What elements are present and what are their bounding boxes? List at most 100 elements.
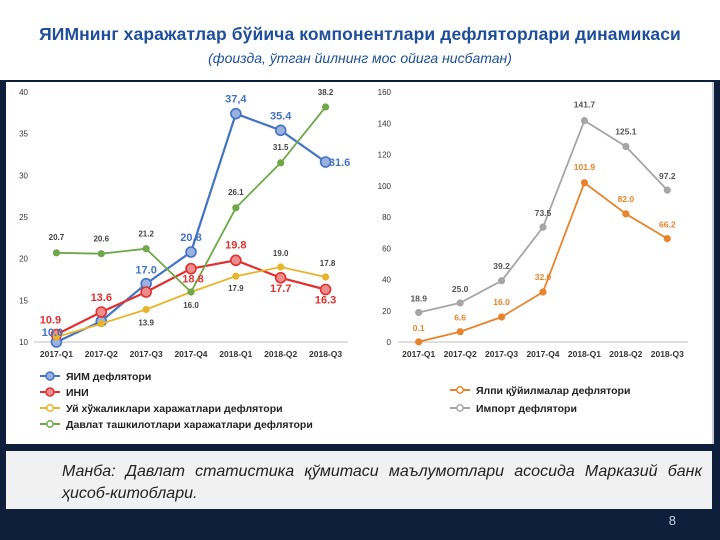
data-point: [52, 333, 61, 341]
data-label: 20.8: [180, 232, 201, 244]
data-label: 16.0: [183, 301, 199, 310]
legend-label: Ялпи қўйилмалар дефлятори: [476, 385, 630, 397]
y-tick-label: 30: [19, 171, 28, 180]
data-point: [97, 250, 105, 258]
data-point: [663, 186, 671, 194]
x-tick-label: 2017-Q4: [526, 349, 559, 359]
data-point: [95, 306, 108, 318]
data-label: 16.0: [493, 297, 510, 307]
y-tick-label: 80: [382, 213, 391, 222]
legend-swatch-marker: [45, 371, 55, 381]
legend-label: Импорт дефлятори: [476, 403, 577, 415]
data-label: 16.3: [315, 295, 336, 307]
data-point: [187, 288, 195, 296]
data-label: 21.2: [138, 230, 154, 239]
data-label: 18.9: [410, 293, 427, 303]
data-point: [52, 249, 61, 257]
x-tick-label: 2018-Q2: [264, 349, 297, 359]
legend-label: Давлат ташкилотлари харажатлари дефлятор…: [66, 419, 313, 431]
data-point: [319, 283, 332, 296]
y-tick-label: 40: [382, 276, 391, 285]
data-label: 38.2: [318, 88, 334, 97]
data-point: [580, 116, 589, 125]
data-point: [663, 234, 671, 243]
x-tick-label: 2018-Q1: [568, 349, 601, 359]
data-point: [140, 286, 152, 298]
legend-label: Уй хўжаликлари харажатлари дефлятори: [66, 403, 283, 415]
source-text: Манба: Давлат статистика қўмитаси маълум…: [62, 463, 702, 502]
source-box: Манба: Давлат статистика қўмитаси маълум…: [6, 451, 712, 509]
data-label: 10.9: [40, 315, 61, 327]
y-tick-label: 40: [19, 88, 28, 97]
data-point: [456, 328, 464, 336]
data-point: [277, 263, 285, 271]
y-tick-label: 20: [382, 307, 391, 316]
y-tick-label: 0: [387, 338, 392, 347]
y-tick-label: 25: [19, 213, 28, 222]
x-tick-label: 2017-Q2: [85, 349, 118, 359]
data-label: 25.0: [452, 284, 469, 294]
legend-swatch-marker: [46, 404, 54, 412]
data-label: 17.9: [228, 284, 244, 293]
data-label: 141.7: [574, 100, 596, 110]
data-point: [539, 223, 547, 231]
y-tick-label: 10: [19, 338, 28, 347]
data-label: 97.2: [659, 171, 676, 181]
data-point: [97, 320, 105, 328]
legend-swatch-marker: [46, 420, 54, 428]
data-point: [319, 156, 332, 168]
data-point: [539, 288, 547, 296]
data-label: 17.8: [320, 259, 336, 268]
data-label: 19.8: [225, 239, 246, 251]
data-point: [580, 179, 589, 187]
data-label: 26.1: [228, 188, 244, 197]
legend-swatch-marker: [456, 386, 464, 394]
data-point: [415, 308, 423, 317]
data-point: [185, 262, 197, 275]
x-tick-label: 2017-Q1: [40, 349, 73, 359]
legend-swatch-marker: [45, 387, 55, 397]
data-point: [415, 338, 423, 346]
y-tick-label: 20: [19, 255, 28, 264]
data-point: [321, 103, 330, 111]
data-point: [232, 204, 240, 212]
data-label: 18.8: [182, 274, 203, 286]
data-label: 37,4: [225, 94, 247, 106]
data-label: 13.9: [138, 319, 154, 328]
y-tick-label: 160: [378, 88, 392, 97]
x-tick-label: 2017-Q1: [402, 349, 435, 359]
data-label: 17.7: [270, 283, 291, 295]
data-point: [230, 254, 242, 267]
page-number: 8: [668, 513, 676, 528]
data-label: 82.0: [618, 194, 635, 204]
legend-swatch-marker: [456, 404, 464, 412]
y-tick-label: 35: [19, 130, 28, 139]
data-point: [274, 272, 287, 284]
data-label: 10.0: [42, 327, 63, 339]
data-label: 73.5: [535, 208, 552, 218]
data-label: 125.1: [615, 127, 637, 137]
y-tick-label: 100: [378, 182, 392, 191]
data-point: [497, 277, 506, 285]
data-point: [497, 313, 506, 321]
data-point: [277, 159, 285, 167]
data-point: [230, 107, 242, 120]
y-tick-label: 120: [378, 151, 392, 160]
data-point: [622, 142, 630, 151]
data-label: 35.4: [270, 110, 292, 122]
x-tick-label: 2018-Q3: [309, 349, 342, 359]
data-point: [185, 246, 197, 258]
y-tick-label: 140: [378, 119, 392, 128]
x-tick-label: 2017-Q4: [174, 349, 207, 359]
chart-panel: [6, 82, 714, 444]
data-label: 17.0: [135, 265, 156, 277]
slide-title: ЯИМнинг харажатлар бўйича компонентлари …: [39, 24, 681, 44]
data-label: 32.0: [535, 272, 552, 282]
slide-subtitle: (фоизда, ўтган йилнинг мос ойига нисбата…: [208, 50, 512, 66]
data-point: [274, 124, 287, 137]
x-tick-label: 2017-Q2: [444, 349, 477, 359]
data-label: 13.6: [91, 292, 112, 304]
data-label: 0.1: [413, 323, 425, 333]
